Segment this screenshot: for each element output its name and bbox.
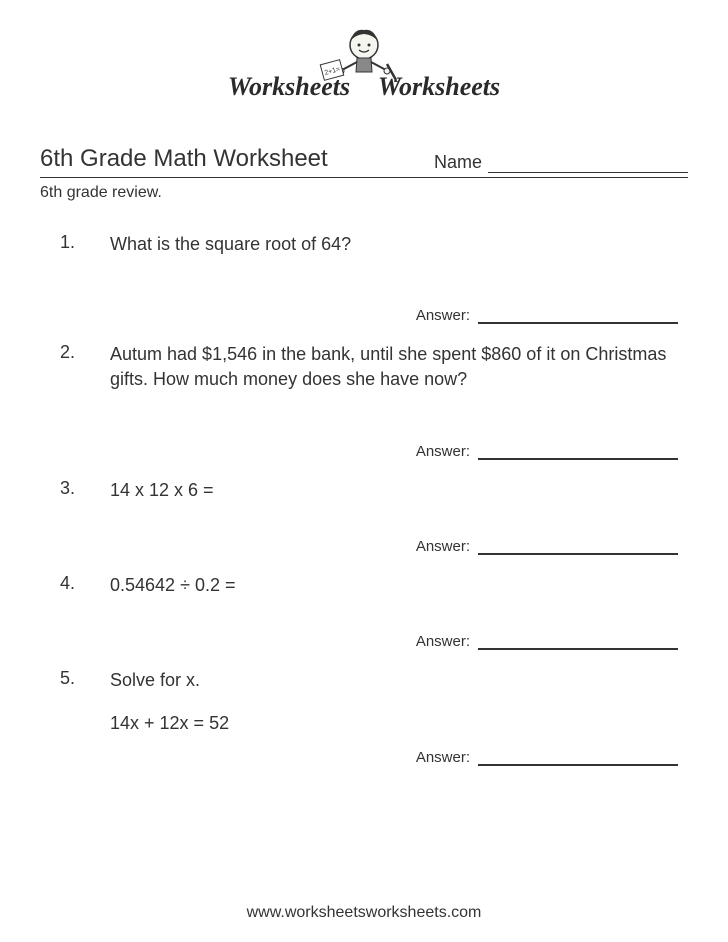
answer-row: Answer: — [60, 443, 688, 460]
question-number: 2. — [60, 342, 90, 363]
answer-row: Answer: — [60, 633, 688, 650]
question-3: 3. 14 x 12 x 6 = Answer: — [60, 478, 688, 555]
answer-label: Answer: — [416, 443, 470, 460]
question-equation: 14x + 12x = 52 — [60, 713, 688, 734]
answer-line[interactable] — [478, 764, 678, 766]
logo-left-text: Worksheets — [228, 72, 350, 101]
logo-right-text: Worksheets — [378, 72, 500, 101]
question-1: 1. What is the square root of 64? Answer… — [60, 232, 688, 324]
question-text: 0.54642 ÷ 0.2 = — [110, 573, 688, 598]
worksheet-title: 6th Grade Math Worksheet — [40, 145, 328, 173]
answer-label: Answer: — [416, 633, 470, 650]
name-label: Name — [434, 152, 482, 173]
answer-line[interactable] — [478, 553, 678, 555]
question-number: 3. — [60, 478, 90, 499]
answer-label: Answer: — [416, 749, 470, 766]
question-4: 4. 0.54642 ÷ 0.2 = Answer: — [60, 573, 688, 650]
answer-row: Answer: — [60, 749, 688, 766]
answer-line[interactable] — [478, 648, 678, 650]
question-number: 5. — [60, 668, 90, 689]
question-number: 4. — [60, 573, 90, 594]
question-text: What is the square root of 64? — [110, 232, 688, 257]
answer-row: Answer: — [60, 307, 688, 324]
logo-area: 2+1= Worksheets Worksheets — [40, 20, 688, 115]
name-field: Name — [434, 152, 688, 173]
answer-line[interactable] — [478, 322, 678, 324]
answer-label: Answer: — [416, 307, 470, 324]
question-text: Autum had $1,546 in the bank, until she … — [110, 342, 688, 392]
questions-list: 1. What is the square root of 64? Answer… — [40, 232, 688, 766]
answer-label: Answer: — [416, 538, 470, 555]
subtitle: 6th grade review. — [40, 184, 688, 202]
question-2: 2. Autum had $1,546 in the bank, until s… — [60, 342, 688, 459]
question-text: Solve for x. — [110, 668, 688, 693]
answer-row: Answer: — [60, 538, 688, 555]
header-row: 6th Grade Math Worksheet Name — [40, 145, 688, 178]
question-5: 5. Solve for x. 14x + 12x = 52 Answer: — [60, 668, 688, 766]
question-number: 1. — [60, 232, 90, 253]
question-text: 14 x 12 x 6 = — [110, 478, 688, 503]
logo-svg: 2+1= Worksheets Worksheets — [214, 20, 514, 110]
footer-url: www.worksheetsworksheets.com — [0, 904, 728, 922]
name-line[interactable] — [488, 172, 688, 173]
answer-line[interactable] — [478, 458, 678, 460]
